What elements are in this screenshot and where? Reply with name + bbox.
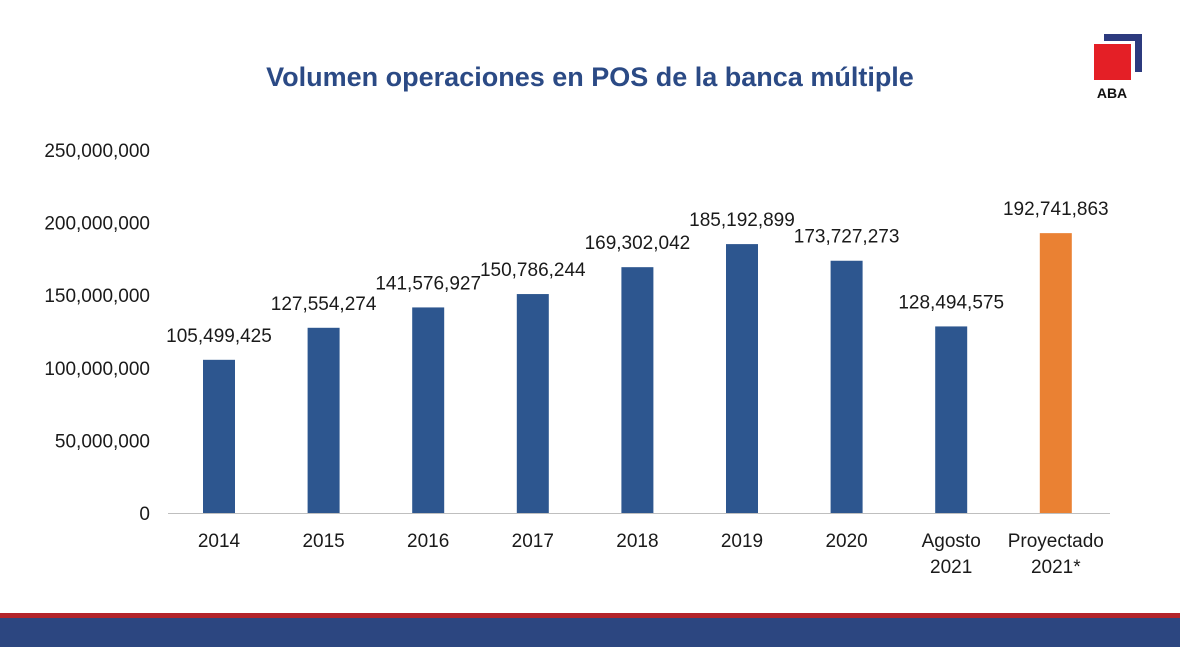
aba-logo: ABA [1094,34,1142,101]
bar [516,294,549,513]
y-tick-label: 0 [139,504,150,525]
bar [935,326,968,513]
data-label: 185,192,899 [689,210,795,231]
data-label: 192,741,863 [1003,199,1109,220]
y-tick-label: 200,000,000 [44,214,150,235]
y-tick-label: 100,000,000 [44,359,150,380]
data-label: 150,786,244 [480,260,586,281]
data-label: 105,499,425 [166,326,272,347]
x-tick-label: Proyectado [1008,531,1104,552]
bar [412,307,445,513]
bar [203,359,235,513]
chart-title: Volumen operaciones en POS de la banca m… [266,62,914,92]
data-label: 141,576,927 [375,273,481,294]
x-tick-label: Agosto [922,531,981,552]
bar [726,244,758,513]
data-label: 169,302,042 [585,233,691,254]
y-tick-label: 150,000,000 [44,286,150,307]
x-tick-label: 2021* [1031,557,1081,578]
x-tick-label: 2021 [930,557,972,578]
x-tick-label: 2014 [198,531,241,552]
bar [1039,233,1072,514]
bar-chart: 0 50,000,000 100,000,000 150,000,000 200,000… [44,141,1110,578]
bar [621,267,654,513]
x-tick-label: 2020 [825,531,867,552]
y-tick-label: 250,000,000 [44,141,150,162]
logo-text: ABA [1097,85,1127,101]
data-label: 173,727,273 [794,227,900,248]
x-tick-label: 2018 [616,531,658,552]
x-tick-label: 2015 [302,531,344,552]
data-label: 127,554,274 [271,294,377,315]
data-label: 128,494,575 [898,292,1004,313]
footer-red-band [0,613,1180,618]
x-tick-label: 2016 [407,531,449,552]
footer-blue-band [0,618,1180,647]
x-tick-label: 2019 [721,531,763,552]
bar [307,327,340,513]
bar [830,260,863,513]
y-tick-label: 50,000,000 [55,431,150,452]
x-tick-label: 2017 [512,531,554,552]
